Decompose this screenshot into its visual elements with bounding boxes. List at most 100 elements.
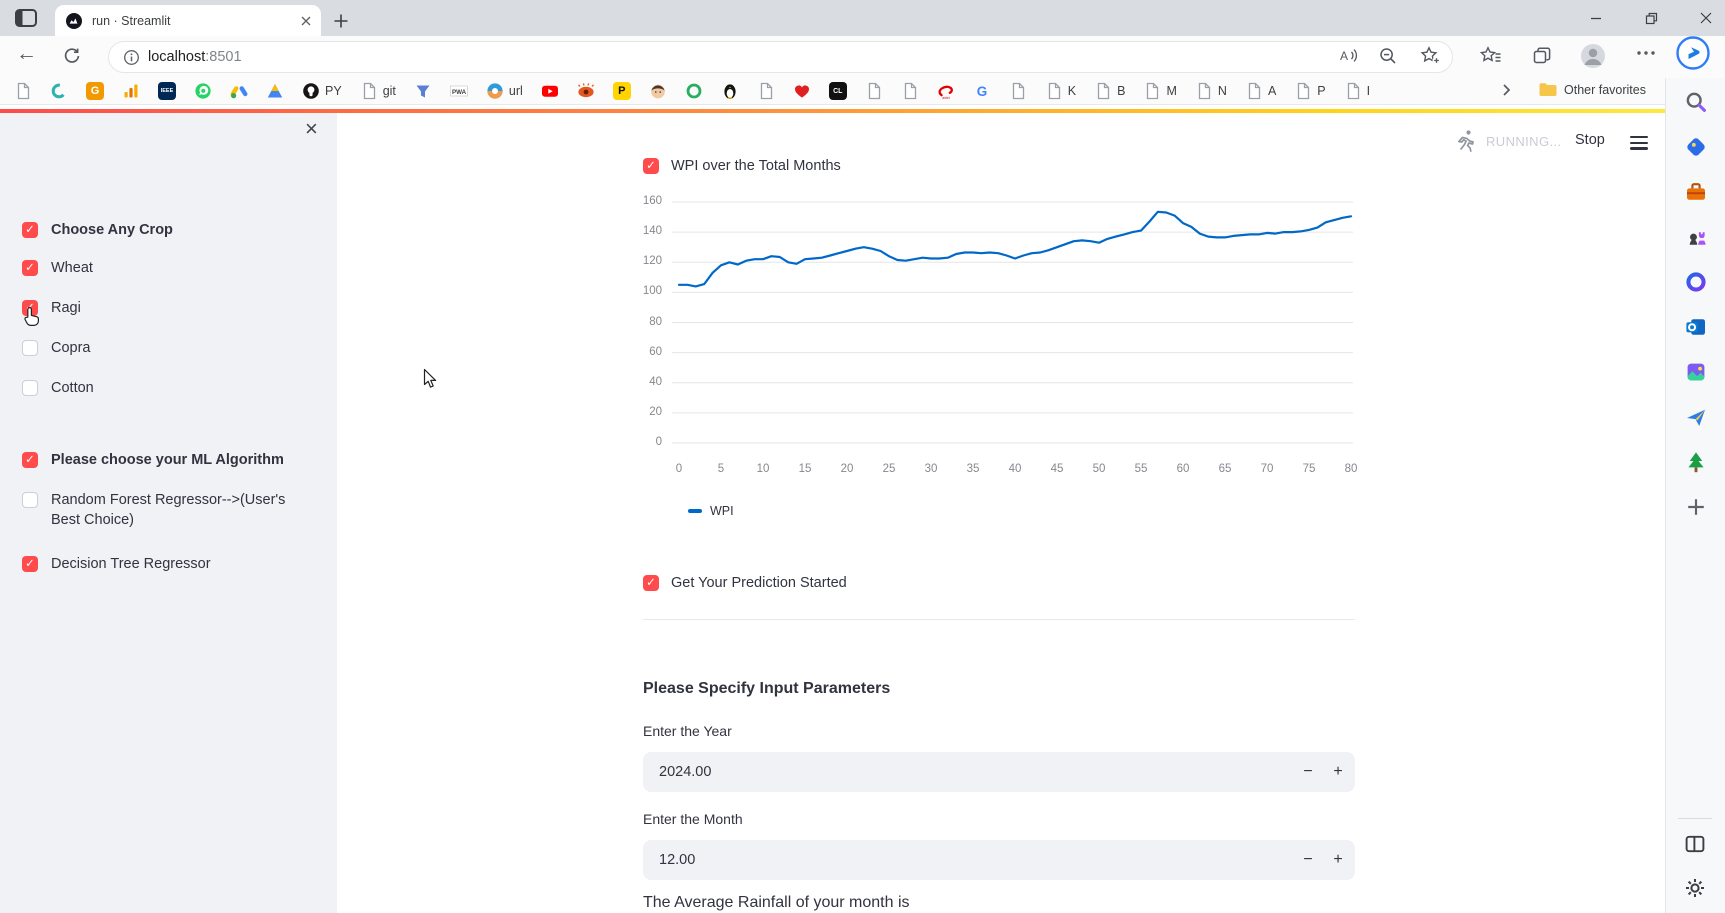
sidebar-checkbox-wheat[interactable]: ✓ Wheat: [22, 260, 317, 278]
app-menu-icon[interactable]: [1630, 136, 1648, 153]
sidebar-item-label: Cotton: [51, 380, 94, 396]
outlook-icon[interactable]: [1684, 315, 1708, 339]
month-input[interactable]: 12.00 − +: [643, 840, 1355, 880]
other-favorites[interactable]: Other favorites: [1538, 81, 1646, 98]
doc-bookmark[interactable]: [14, 82, 32, 100]
git-doc-bookmark[interactable]: git: [360, 82, 396, 100]
doc-bookmark[interactable]: [1009, 82, 1027, 100]
address-bar[interactable]: localhost:8501: [108, 41, 1453, 73]
sidebar-checkbox-copra[interactable]: Copra: [22, 340, 317, 358]
checkbox-unchecked[interactable]: [22, 380, 38, 396]
designer-icon[interactable]: [1684, 360, 1708, 384]
checkbox-checked[interactable]: ✓: [643, 575, 659, 591]
month-value[interactable]: 12.00: [659, 852, 696, 868]
github-bookmark[interactable]: PY: [302, 82, 342, 100]
doc-bookmark[interactable]: [901, 82, 919, 100]
month-increment-button[interactable]: +: [1333, 851, 1343, 868]
sidebar-checkbox-choose-any-crop[interactable]: ✓ Choose Any Crop: [22, 222, 317, 240]
site-info-icon[interactable]: [123, 49, 140, 66]
prediction-checkbox[interactable]: ✓ Get Your Prediction Started: [643, 575, 847, 592]
k-bookmark[interactable]: K: [1045, 82, 1076, 100]
checkbox-checked[interactable]: ✓: [22, 260, 38, 276]
sidebar-checkbox-ragi[interactable]: ✓Ragi: [22, 300, 317, 318]
orange-g-bookmark[interactable]: G: [86, 82, 104, 100]
heart-bookmark[interactable]: [793, 82, 811, 100]
add-favorite-icon[interactable]: [1420, 46, 1442, 66]
a-bookmark[interactable]: A: [1245, 82, 1276, 100]
chart-section-checkbox[interactable]: ✓ WPI over the Total Months: [643, 158, 841, 175]
tab-actions-icon[interactable]: [14, 8, 38, 28]
checkbox-checked[interactable]: ✓: [22, 452, 38, 468]
profile-avatar[interactable]: [1580, 43, 1606, 69]
shopping-icon[interactable]: [1684, 135, 1708, 159]
penguin-bookmark[interactable]: [721, 82, 739, 100]
bing-copilot-icon[interactable]: [1676, 36, 1710, 70]
gfg-bookmark[interactable]: [50, 82, 68, 100]
back-button[interactable]: ←: [16, 42, 37, 65]
checkbox-unchecked[interactable]: [22, 340, 38, 356]
youtube-bookmark[interactable]: [541, 82, 559, 100]
cl-bookmark[interactable]: CL: [828, 82, 847, 100]
close-button[interactable]: [1691, 7, 1721, 29]
face-bookmark[interactable]: [649, 82, 667, 100]
new-tab-button[interactable]: [330, 10, 352, 32]
p-bookmark[interactable]: P: [612, 82, 631, 100]
google-ads-bookmark[interactable]: [230, 82, 248, 100]
triangle-bookmark[interactable]: [266, 82, 284, 100]
month-decrement-button[interactable]: −: [1303, 851, 1313, 868]
p-doc-bookmark[interactable]: P: [1294, 82, 1326, 100]
stop-button[interactable]: Stop: [1575, 132, 1605, 148]
refresh-button[interactable]: [62, 46, 82, 66]
i-bookmark[interactable]: I: [1344, 82, 1370, 100]
checkbox-checked[interactable]: ✓: [22, 222, 38, 238]
google-bookmark[interactable]: G: [973, 82, 991, 100]
restore-button[interactable]: [1636, 7, 1666, 29]
more-menu-icon[interactable]: [1636, 50, 1656, 56]
sidebar-close-icon[interactable]: ×: [305, 116, 318, 141]
sidebar-checkbox-please-choose-your-ml-algorith[interactable]: ✓ Please choose your ML Algorithm: [22, 452, 317, 470]
pwa-bookmark[interactable]: PWA: [449, 82, 468, 100]
analytics-bookmark[interactable]: [122, 82, 140, 100]
bookmark-label: M: [1166, 84, 1177, 98]
settings-icon[interactable]: [1683, 876, 1707, 900]
panel-icon[interactable]: [1683, 832, 1707, 856]
n-bookmark[interactable]: N: [1195, 82, 1227, 100]
bookmarks-overflow-chevron[interactable]: [1498, 80, 1514, 100]
whatsapp-bookmark[interactable]: [194, 82, 212, 100]
filter-bookmark[interactable]: [414, 82, 432, 100]
doc-bookmark[interactable]: [865, 82, 883, 100]
read-aloud-icon[interactable]: A: [1338, 46, 1360, 66]
add-icon[interactable]: [1684, 495, 1708, 519]
sidebar-checkbox-random-forest-regressor-user-s[interactable]: Random Forest Regressor-->(User's Best C…: [22, 492, 317, 530]
toolbox-icon[interactable]: [1684, 180, 1708, 204]
favorites-icon[interactable]: [1480, 46, 1502, 66]
year-increment-button[interactable]: +: [1333, 763, 1343, 780]
checkbox-unchecked[interactable]: [22, 492, 38, 508]
send-icon[interactable]: [1684, 405, 1708, 429]
tab-close-icon[interactable]: [301, 16, 311, 26]
checkbox-checked[interactable]: ✓: [22, 556, 38, 572]
doc-bookmark[interactable]: [757, 82, 775, 100]
eye-bookmark[interactable]: [577, 82, 595, 100]
sidebar-checkbox-cotton[interactable]: Cotton: [22, 380, 317, 398]
year-value[interactable]: 2024.00: [659, 764, 712, 780]
tree-icon[interactable]: [1684, 450, 1708, 474]
b-bookmark[interactable]: B: [1094, 82, 1125, 100]
sidebar-checkbox-decision-tree-regressor[interactable]: ✓ Decision Tree Regressor: [22, 556, 317, 574]
m365-icon[interactable]: [1684, 270, 1708, 294]
ring-bookmark[interactable]: [685, 82, 703, 100]
airtel-bookmark[interactable]: airtel: [937, 82, 955, 100]
checkbox-checked[interactable]: ✓: [643, 158, 659, 174]
games-icon[interactable]: [1684, 225, 1708, 249]
browser-tab[interactable]: run · Streamlit: [55, 5, 321, 36]
year-input[interactable]: 2024.00 − +: [643, 752, 1355, 792]
year-decrement-button[interactable]: −: [1303, 763, 1313, 780]
url-bookmark[interactable]: url: [486, 82, 523, 100]
collections-icon[interactable]: [1532, 46, 1552, 66]
m-bookmark[interactable]: M: [1143, 82, 1177, 100]
zoom-out-icon[interactable]: [1378, 46, 1398, 66]
minimize-button[interactable]: [1581, 7, 1611, 29]
x-tick-label: 45: [1050, 463, 1064, 475]
ieee-bookmark[interactable]: IEEE: [158, 82, 176, 100]
search-icon[interactable]: [1684, 90, 1708, 114]
